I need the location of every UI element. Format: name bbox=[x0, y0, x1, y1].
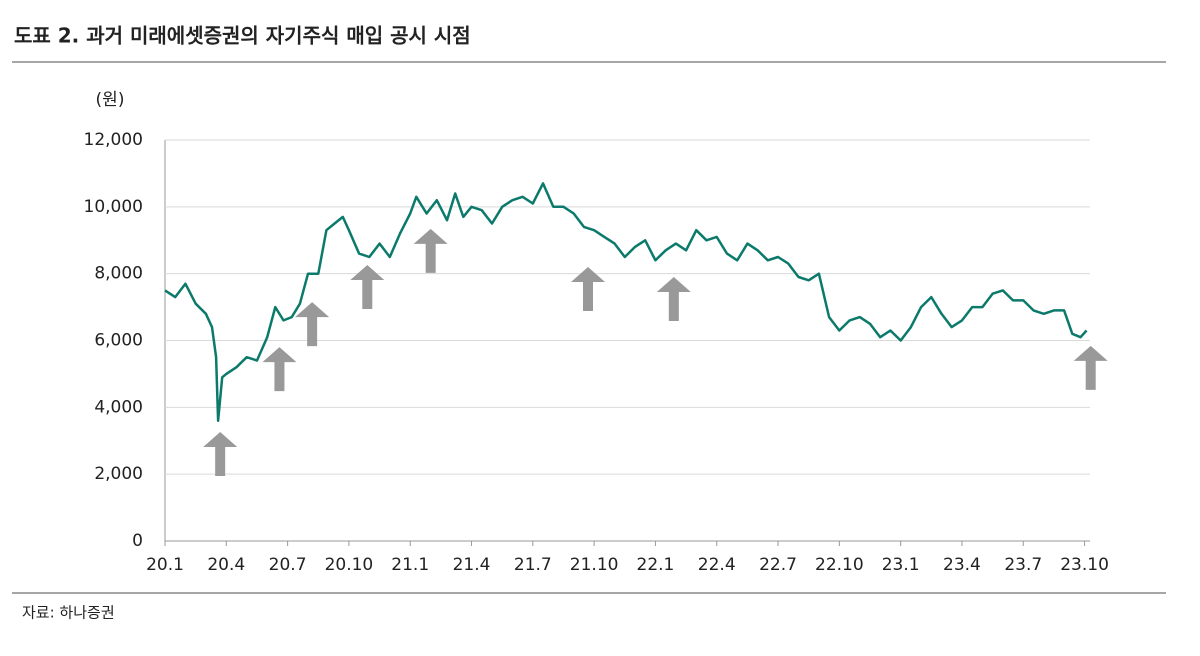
x-tick-label: 20.7 bbox=[269, 555, 307, 575]
x-tick-label: 22.4 bbox=[698, 555, 736, 575]
x-tick-label: 21.4 bbox=[453, 555, 491, 575]
y-unit: (원) bbox=[96, 90, 125, 110]
source: 자료: 하나증권 bbox=[22, 604, 115, 622]
x-tick-label: 22.10 bbox=[815, 555, 864, 575]
x-tick-label: 22.7 bbox=[759, 555, 797, 575]
y-tick-label: 10,000 bbox=[84, 197, 143, 217]
chart-title: 도표 2. 과거 미래에셋증권의 자기주식 매입 공시 시점 bbox=[14, 24, 471, 48]
x-tick-label: 22.1 bbox=[637, 555, 675, 575]
y-tick-label: 4,000 bbox=[94, 397, 143, 417]
price-line bbox=[164, 182, 1088, 422]
buyback-arrow bbox=[350, 264, 385, 309]
buyback-arrow bbox=[571, 266, 605, 311]
y-tick-label: 6,000 bbox=[94, 331, 143, 351]
x-tick-label: 23.1 bbox=[882, 555, 920, 575]
buyback-arrow bbox=[295, 302, 330, 347]
x-tick-label: 23.10 bbox=[1060, 555, 1109, 575]
buyback-arrow bbox=[413, 228, 448, 273]
x-tick-label: 21.1 bbox=[391, 555, 429, 575]
x-tick-label: 20.4 bbox=[207, 555, 245, 575]
y-tick-label: 12,000 bbox=[84, 130, 143, 150]
buyback-arrow bbox=[1073, 345, 1108, 390]
buyback-arrow bbox=[262, 347, 297, 392]
x-tick-label: 20.10 bbox=[325, 555, 374, 575]
buyback-arrow bbox=[656, 277, 691, 322]
y-tick-label: 8,000 bbox=[94, 264, 143, 284]
x-tick-label: 23.7 bbox=[1004, 555, 1042, 575]
x-tick-label: 23.4 bbox=[943, 555, 981, 575]
y-tick-label: 2,000 bbox=[94, 464, 143, 484]
x-tick-label: 21.10 bbox=[570, 555, 619, 575]
buyback-arrow bbox=[203, 432, 238, 477]
x-tick-label: 20.1 bbox=[146, 555, 184, 575]
x-tick-label: 21.7 bbox=[514, 555, 552, 575]
y-tick-label: 0 bbox=[132, 531, 143, 551]
